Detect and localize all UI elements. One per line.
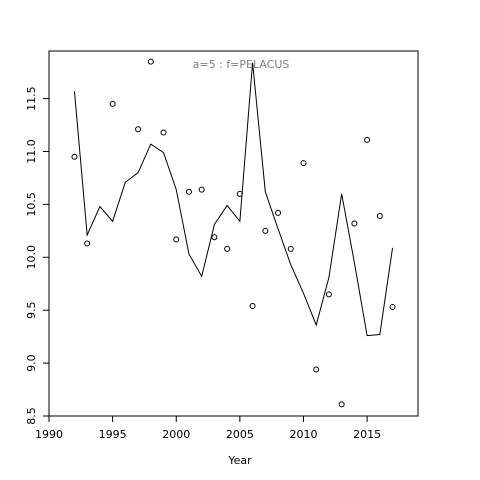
chart-annotation: a=5 : f=PELACUS — [193, 58, 290, 71]
data-point — [185, 188, 192, 195]
y-tick-label: 8.5 — [25, 407, 38, 425]
series-line-layer — [73, 62, 394, 337]
data-point — [300, 160, 307, 167]
y-tick-label: 11.5 — [25, 86, 38, 111]
data-point — [211, 234, 218, 241]
series-line — [73, 62, 394, 337]
y-axis: 8.5 9.0 9.5 10.0 10.5 11.0 11.5 — [25, 86, 49, 425]
y-tick-label: 10.5 — [25, 192, 38, 217]
y-tick-label: 10.0 — [25, 245, 38, 270]
data-point — [109, 100, 116, 107]
y-tick-label: 11.0 — [25, 139, 38, 164]
x-axis-title: Year — [227, 454, 252, 467]
data-point — [262, 227, 269, 234]
data-point — [376, 213, 383, 220]
plot-area-frame — [48, 50, 419, 417]
data-point — [351, 220, 358, 227]
x-tick-label: 1990 — [35, 428, 63, 441]
x-tick-label: 2015 — [353, 428, 381, 441]
data-point — [198, 186, 205, 193]
data-point — [160, 129, 167, 136]
data-point — [313, 366, 320, 373]
x-tick-label: 2000 — [162, 428, 190, 441]
data-point — [71, 153, 78, 160]
data-point — [224, 245, 231, 252]
data-point — [364, 136, 371, 143]
data-point — [236, 190, 243, 197]
x-tick-label: 2010 — [289, 428, 317, 441]
y-tick-label: 9.5 — [25, 301, 38, 319]
x-axis: 1990 1995 2000 2005 2010 2015 — [35, 416, 381, 441]
data-point — [325, 291, 332, 298]
data-point — [275, 209, 282, 216]
x-tick-label: 1995 — [99, 428, 127, 441]
data-point — [287, 245, 294, 252]
data-point — [84, 240, 91, 247]
data-point — [389, 304, 396, 311]
data-point — [135, 126, 142, 133]
x-tick-label: 2005 — [226, 428, 254, 441]
data-point — [249, 302, 256, 309]
data-point — [173, 236, 180, 243]
data-point — [147, 58, 154, 65]
series-points-layer — [71, 58, 396, 408]
data-point — [338, 401, 345, 408]
y-tick-label: 9.0 — [25, 354, 38, 372]
